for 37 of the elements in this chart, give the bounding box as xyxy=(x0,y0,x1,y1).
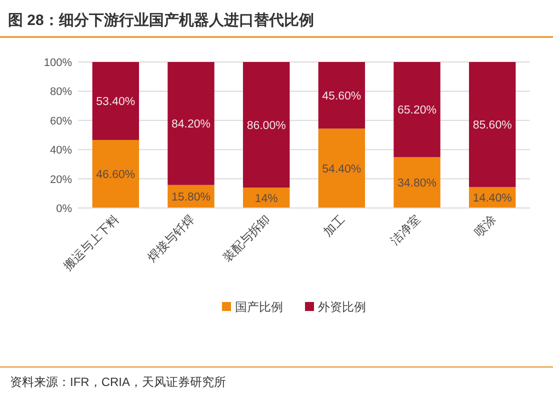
bar xyxy=(394,62,440,158)
bar xyxy=(92,140,140,208)
bar xyxy=(168,62,214,185)
data-label: 86.00% xyxy=(246,120,286,132)
data-label: 85.60% xyxy=(472,119,512,132)
data-label: 84.20% xyxy=(171,118,211,130)
legend-label: 外资比例 xyxy=(318,300,366,314)
x-tick-label: 洁净室 xyxy=(388,212,424,248)
text: 资料来源：IFR，CRIA，天风证券研究所 xyxy=(10,375,226,389)
data-label: 14.40% xyxy=(472,192,512,204)
y-tick-label: 100% xyxy=(44,57,72,69)
x-tick-label: 装配与拆卸 xyxy=(220,212,272,265)
y-tick-label: 0% xyxy=(56,203,72,215)
x-tick-label: 喷涂 xyxy=(472,212,498,240)
data-label: 46.60% xyxy=(96,168,136,181)
data-label: 65.20% xyxy=(397,104,437,117)
data-label: 53.40% xyxy=(96,96,136,108)
data-label: 45.60% xyxy=(322,90,362,102)
bar xyxy=(92,62,140,140)
x-tick-label: 搬运与上下料 xyxy=(60,212,122,274)
y-tick-label: 20% xyxy=(50,174,72,186)
y-tick-label: 80% xyxy=(50,86,72,98)
bar xyxy=(394,157,440,208)
x-tick-label: 加工 xyxy=(320,212,348,240)
legend-label: 国产比例 xyxy=(235,300,283,314)
data-label: 54.40% xyxy=(322,163,362,176)
bar xyxy=(242,62,290,188)
bar xyxy=(318,62,366,129)
data-label: 15.80% xyxy=(171,191,211,204)
y-tick-label: 60% xyxy=(50,115,72,128)
chart-title: 图 28：细分下游行业国产机器人进口替代比例 xyxy=(8,12,314,29)
data-label: 34.80% xyxy=(397,178,437,190)
bar xyxy=(468,62,516,187)
y-tick-label: 40% xyxy=(50,144,72,157)
bar xyxy=(318,128,366,208)
x-tick-label: 焊接与钎焊 xyxy=(144,212,198,265)
data-label: 14% xyxy=(254,192,278,205)
